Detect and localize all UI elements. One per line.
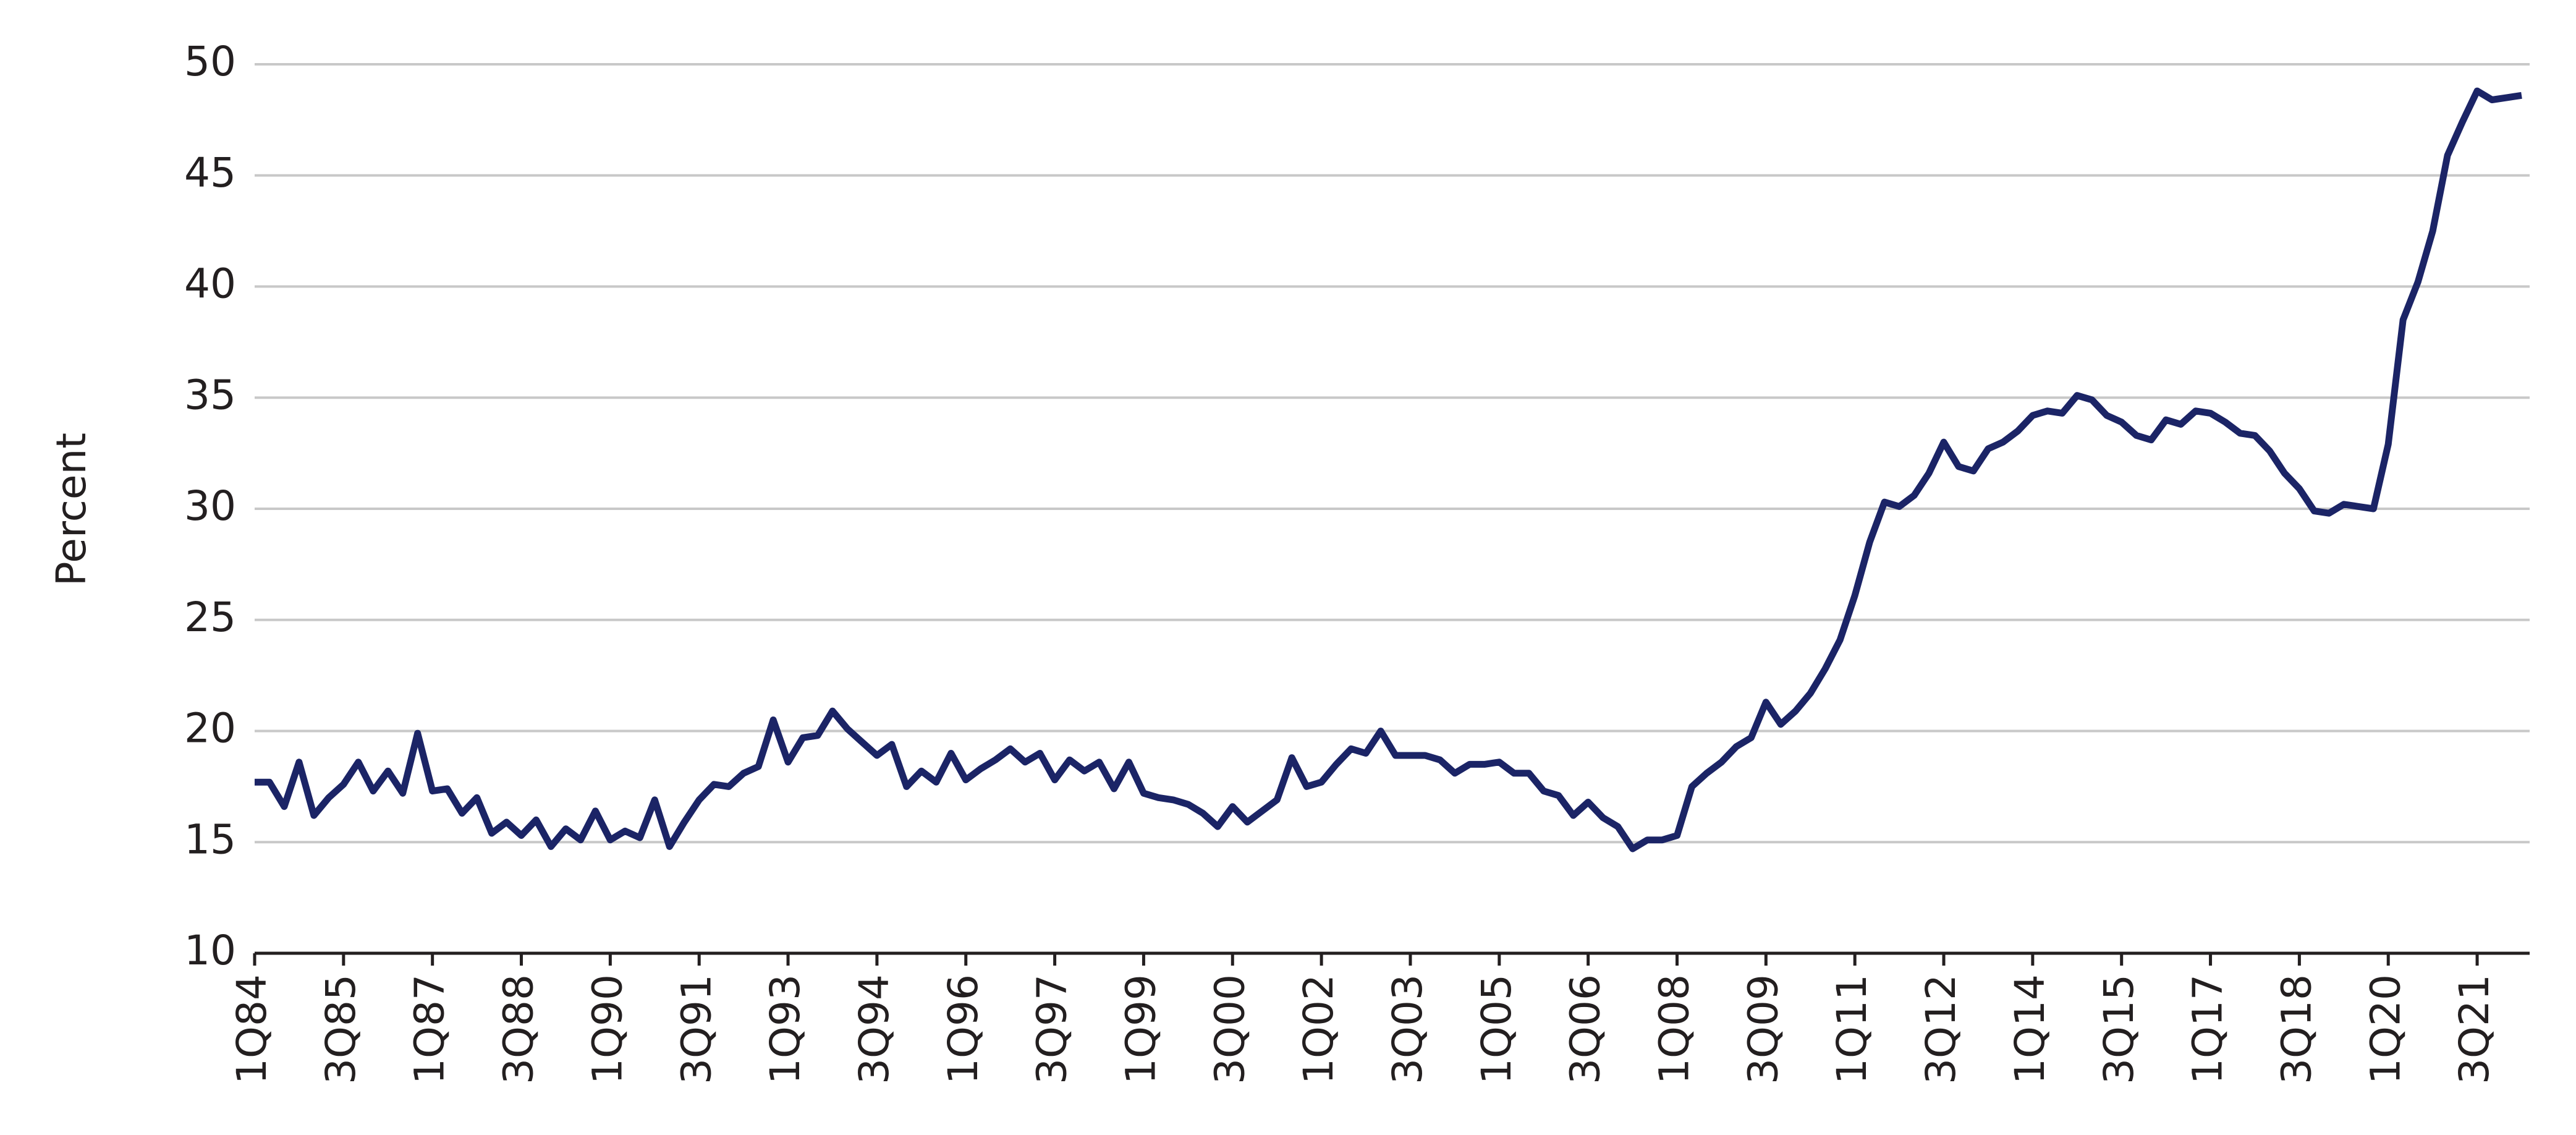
x-tick-label: 1Q05 xyxy=(1473,974,1520,1084)
x-tick-label: 1Q96 xyxy=(939,974,987,1084)
x-tick-label: 1Q14 xyxy=(2006,974,2054,1084)
x-tick-label: 1Q17 xyxy=(2184,974,2232,1084)
x-tick-label: 3Q03 xyxy=(1384,974,1431,1084)
x-tick-label: 3Q00 xyxy=(1206,974,1253,1084)
x-tick-label: 1Q93 xyxy=(761,974,809,1084)
x-tick-label: 3Q06 xyxy=(1562,974,1609,1084)
x-tick-label: 3Q97 xyxy=(1028,974,1076,1084)
x-tick-label: 1Q02 xyxy=(1295,974,1342,1084)
y-tick-label: 45 xyxy=(184,149,236,197)
y-tick-label: 50 xyxy=(184,38,236,85)
x-tick-label: 3Q91 xyxy=(672,974,720,1084)
x-tick-label: 1Q84 xyxy=(228,974,276,1084)
y-tick-label: 30 xyxy=(184,482,236,530)
x-tick-label: 3Q85 xyxy=(317,974,365,1084)
y-tick-label: 10 xyxy=(184,927,236,974)
x-tick-label: 1Q11 xyxy=(1828,974,1876,1084)
x-tick-label: 1Q08 xyxy=(1651,974,1698,1084)
x-tick-label: 3Q15 xyxy=(2095,974,2143,1084)
x-tick-label: 3Q94 xyxy=(850,974,898,1084)
y-tick-label: 20 xyxy=(184,705,236,752)
x-tick-label: 3Q18 xyxy=(2273,974,2320,1084)
data-line xyxy=(255,87,2522,852)
y-tick-label: 25 xyxy=(184,593,236,641)
x-tick-label: 1Q90 xyxy=(583,974,631,1084)
x-tick-label: 1Q20 xyxy=(2362,974,2409,1084)
y-axis-label: Percent xyxy=(48,433,95,586)
x-tick-label: 3Q09 xyxy=(1739,974,1787,1084)
y-tick-label: 15 xyxy=(184,815,236,863)
x-tick-label: 3Q21 xyxy=(2451,974,2498,1084)
x-tick-label: 1Q87 xyxy=(406,974,454,1084)
x-tick-label: 1Q99 xyxy=(1117,974,1164,1084)
y-tick-label: 35 xyxy=(184,371,236,419)
y-tick-label: 40 xyxy=(184,260,236,308)
x-tick-label: 3Q12 xyxy=(1917,974,1965,1084)
x-tick-label: 3Q88 xyxy=(495,974,543,1084)
